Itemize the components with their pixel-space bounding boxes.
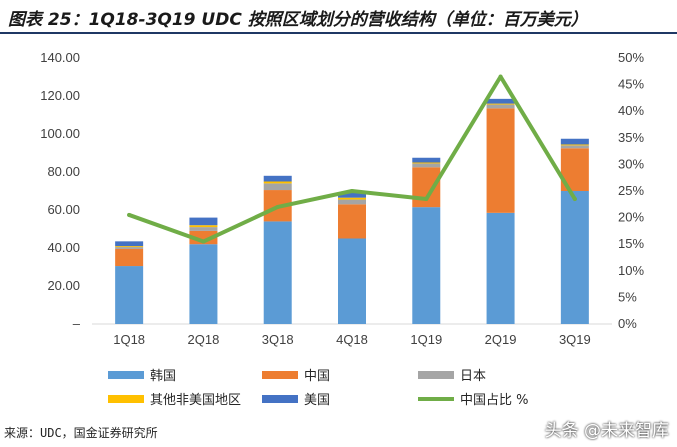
y-left-tick-label: 40.00 — [47, 240, 80, 255]
bars — [115, 98, 589, 324]
bar-japan-2q19 — [486, 104, 515, 109]
y-right-tick-label: 5% — [618, 289, 637, 304]
y-right-tick-label: 15% — [618, 236, 644, 251]
china-share-point-1q18 — [127, 212, 132, 217]
y-right-tick-label: 35% — [618, 130, 644, 145]
bar-korea-3q18 — [263, 221, 292, 324]
bar-china-1q18 — [115, 248, 144, 267]
bar-other-4q18 — [338, 197, 366, 200]
bar-japan-4q18 — [338, 199, 366, 205]
china-share-point-1q19 — [424, 196, 429, 201]
y-left-tick-label: 140.00 — [40, 50, 80, 65]
x-tick-label: 1Q19 — [410, 332, 442, 347]
y-left-tick-label: 20.00 — [47, 278, 80, 293]
x-tick-label: 3Q19 — [559, 332, 591, 347]
legend-swatch-china — [262, 371, 298, 379]
y-left-tick-label: 100.00 — [40, 126, 80, 141]
bar-japan-3q18 — [263, 183, 292, 191]
legend-swatch-usa — [262, 395, 298, 403]
china-share-point-2q19 — [498, 74, 503, 79]
legend-swatch-japan — [418, 371, 454, 379]
bar-usa-2q18 — [189, 217, 218, 226]
china-share-point-4q18 — [350, 189, 354, 193]
chart: – 20.00 40.00 60.00 80.00 100.00 120.00 140.00 0… — [40, 50, 644, 408]
y-right-tick-label: 25% — [618, 183, 644, 198]
y-left-tick-label: 120.00 — [40, 88, 80, 103]
bar-japan-1q18 — [115, 247, 144, 249]
bar-other-2q18 — [189, 225, 218, 228]
y-left-tick-label: 80.00 — [47, 164, 80, 179]
bar-usa-1q18 — [115, 241, 144, 247]
bar-china-2q19 — [486, 108, 515, 213]
bar-other-2q19 — [486, 103, 515, 105]
legend-label-china_share: 中国占比 % — [460, 393, 529, 408]
y-left-tick-label: – — [73, 316, 81, 331]
legend-label-other: 其他非美国地区 — [150, 393, 241, 408]
legend-label-korea: 韩国 — [150, 369, 176, 384]
legend-swatch-korea — [108, 371, 144, 379]
y-right-tick-label: 45% — [618, 77, 644, 92]
bar-usa-3q19 — [560, 138, 589, 145]
x-tick-label: 3Q18 — [262, 332, 294, 347]
bar-other-3q19 — [560, 144, 589, 146]
bar-usa-3q18 — [263, 175, 292, 182]
bar-japan-3q19 — [560, 145, 589, 149]
x-tick-label: 1Q18 — [113, 332, 145, 347]
y-right-tick-label: 40% — [618, 103, 644, 118]
legend-label-japan: 日本 — [460, 369, 486, 384]
bar-korea-1q19 — [412, 207, 441, 324]
axes: – 20.00 40.00 60.00 80.00 100.00 120.00 140.00 0… — [40, 50, 644, 347]
bar-korea-1q18 — [115, 266, 144, 324]
chart-title: 图表 25：1Q18-3Q19 UDC 按照区域划分的营收结构（单位：百万美元） — [8, 10, 588, 30]
x-tick-label: 2Q18 — [188, 332, 220, 347]
x-tick-label: 2Q19 — [485, 332, 517, 347]
legend-label-china: 中国 — [304, 369, 330, 384]
bar-china-1q19 — [412, 167, 441, 208]
bar-other-1q18 — [115, 246, 144, 248]
x-tick-label: 4Q18 — [336, 332, 368, 347]
bar-usa-1q19 — [412, 157, 441, 163]
y-right-tick-label: 30% — [618, 156, 644, 171]
legend-label-usa: 美国 — [304, 393, 330, 408]
bar-korea-4q18 — [338, 238, 366, 324]
y-right-tick-label: 10% — [618, 263, 644, 278]
bar-japan-2q18 — [189, 227, 218, 231]
china-share-point-3q18 — [275, 204, 280, 209]
y-right-tick-label: 50% — [618, 50, 644, 65]
bar-usa-4q18 — [338, 192, 366, 198]
bar-other-1q19 — [412, 162, 441, 164]
china-share-point-3q19 — [572, 196, 577, 201]
bar-korea-2q18 — [189, 244, 218, 324]
bar-usa-2q19 — [486, 98, 515, 104]
watermark: 头条 @未来智库 — [544, 421, 669, 441]
y-left-tick-label: 60.00 — [47, 202, 80, 217]
bar-china-4q18 — [338, 204, 366, 239]
bar-korea-3q19 — [560, 191, 589, 324]
y-right-tick-label: 20% — [618, 210, 644, 225]
y-right-tick-label: 0% — [618, 316, 637, 331]
china-share-line — [127, 74, 577, 244]
bar-japan-1q19 — [412, 163, 441, 168]
source-note: 来源：UDC，国金证券研究所 — [4, 426, 158, 440]
china-share-point-2q18 — [201, 239, 206, 244]
legend-swatch-other — [108, 395, 144, 403]
bar-other-3q18 — [263, 181, 292, 184]
bar-korea-2q19 — [486, 212, 515, 324]
title-bar: 图表 25：1Q18-3Q19 UDC 按照区域划分的营收结构（单位：百万美元） — [0, 0, 677, 34]
